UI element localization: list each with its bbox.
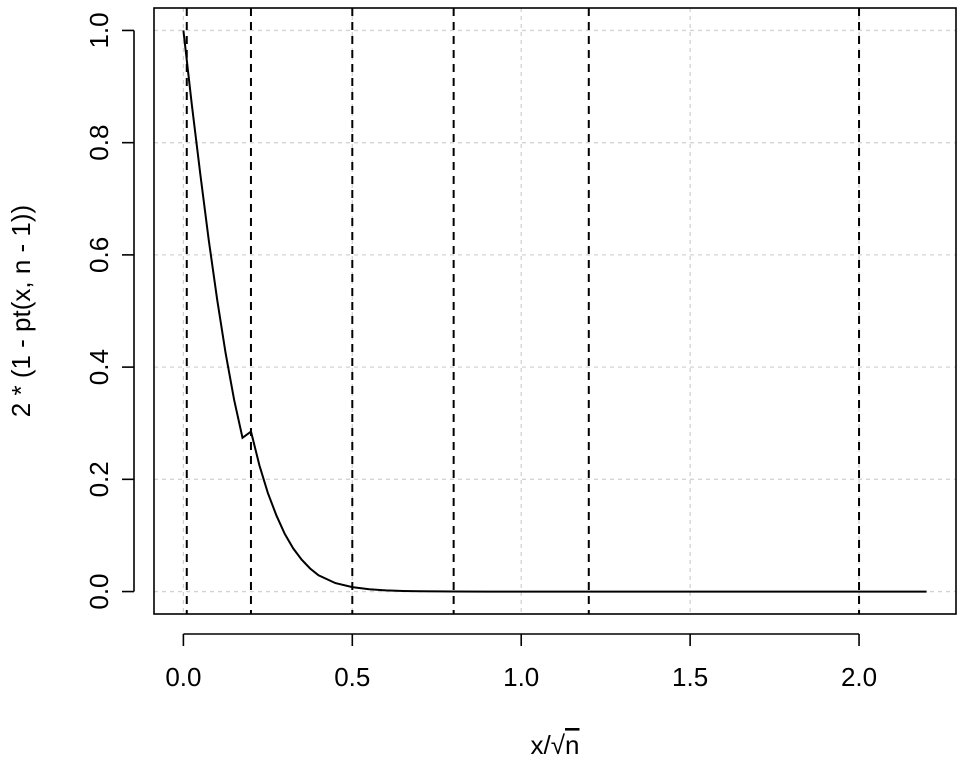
x-axis-title-n: n bbox=[565, 730, 579, 760]
x-axis-title-radical: √ bbox=[551, 730, 566, 760]
y-tick-label-2: 0.4 bbox=[84, 349, 114, 385]
y-tick-label-1: 0.2 bbox=[84, 461, 114, 497]
x-axis-title-x: x bbox=[531, 730, 544, 760]
vertical-reference-lines bbox=[185, 8, 861, 614]
x-axis-title: x/√n bbox=[531, 730, 580, 760]
grid bbox=[154, 8, 956, 614]
x-tick-label-4: 2.0 bbox=[841, 662, 877, 692]
y-tick-label-5: 1.0 bbox=[84, 12, 114, 48]
x-tick-label-2: 1.0 bbox=[503, 662, 539, 692]
y-axis-title: 2 * (1 - pt(x, n - 1)) bbox=[6, 205, 36, 417]
y-tick-label-3: 0.6 bbox=[84, 237, 114, 273]
y-axis: 0.0 0.2 0.4 0.6 0.8 1.0 bbox=[84, 12, 135, 610]
y-tick-label-4: 0.8 bbox=[84, 125, 114, 161]
series-line-curve bbox=[182, 30, 927, 593]
x-tick-label-3: 1.5 bbox=[672, 662, 708, 692]
plot-frame bbox=[153, 7, 957, 615]
x-tick-label-0: 0.0 bbox=[165, 662, 201, 692]
x-axis-title-slash: / bbox=[544, 730, 552, 760]
y-tick-label-0: 0.0 bbox=[84, 573, 114, 609]
x-tick-label-1: 0.5 bbox=[334, 662, 370, 692]
x-axis: 0.0 0.5 1.0 1.5 2.0 bbox=[165, 633, 877, 692]
